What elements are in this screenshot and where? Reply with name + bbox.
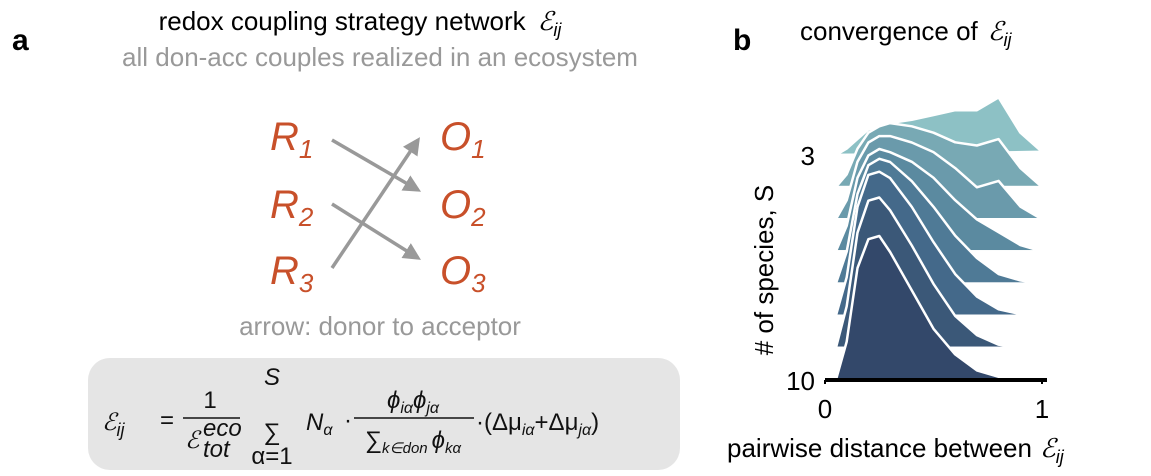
formula-part: ·(Δμiα+Δμjα) [476,409,599,439]
x-axis-label: pairwise distance between ℰij [727,433,1065,467]
formula-part: eco [203,415,242,442]
chart-title: convergence of ℰij [800,16,1013,50]
panel-subtitle: all don-acc couples realized in an ecosy… [122,42,638,72]
acceptor-node: O3 [440,249,486,298]
formula-part: ϕiαϕjα [387,387,440,417]
x-tick-label: 0 [818,394,832,424]
arrow [330,137,420,269]
y-tick-label: 10 [786,366,815,396]
x-tick-label: 1 [1035,394,1049,424]
formula-part: = [160,407,174,434]
formula-part: ∑k∈don ϕkα [365,427,462,457]
plot: 3 100 1 [786,96,1049,424]
acceptor-node: O2 [440,183,486,232]
formula-part: ℰij [102,409,126,440]
formula-part: ℰ [185,427,202,454]
donor-node: R2 [270,183,314,232]
arrows [330,137,422,269]
donor-node: R1 [270,115,313,164]
formula-part: ∑ [263,419,280,446]
donor-node: R3 [270,249,314,298]
formula-part: Nα [306,409,333,439]
formula-part: 1 [203,387,216,414]
formula-part: · [344,407,352,434]
panel-label: a [12,24,29,57]
acceptor-node: O1 [440,115,486,164]
panel-title: redox coupling strategy network ℰij [159,6,563,40]
arrow [331,138,422,192]
formula: ℰij = 1 ℰ tot eco ∑ S α=1 Nα · ϕiαϕjα ∑k… [102,364,599,470]
formula-part: α=1 [251,443,292,470]
formula-box [88,358,680,470]
formula-part: tot [203,436,231,463]
caption: arrow: donor to acceptor [239,311,521,341]
panel-label: b [733,24,751,57]
y-axis-label: # of species, S [749,185,779,356]
y-tick-label: 3 [801,141,815,171]
arrow [331,202,421,260]
formula-part: S [264,364,280,391]
